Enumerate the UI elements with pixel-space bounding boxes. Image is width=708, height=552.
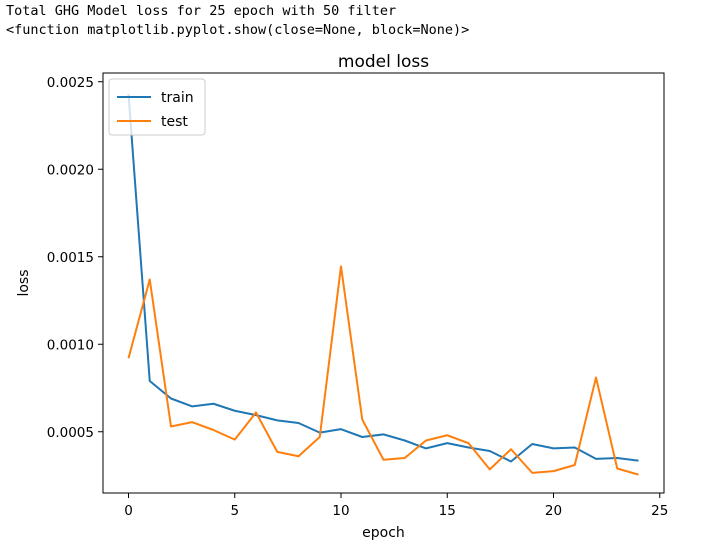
legend: train test [108, 78, 206, 136]
y-axis-ticks: 0.0005 0.0010 0.0015 0.0020 0.0025 [47, 75, 103, 441]
series-line-test [127, 265, 639, 476]
axes-frame [102, 72, 665, 494]
chart-title: model loss [338, 52, 429, 72]
series-line-train [127, 93, 639, 463]
y-tick-label: 0.0010 [47, 337, 94, 353]
y-tick-label: 0.0020 [47, 162, 94, 178]
y-tick-label: 0.0025 [47, 75, 94, 91]
y-tick-label: 0.0005 [47, 425, 94, 441]
legend-box [108, 78, 206, 136]
x-tick-label: 5 [230, 503, 239, 519]
x-tick-label: 10 [332, 503, 349, 519]
console-return-value-line: <function matplotlib.pyplot.show(close=N… [6, 22, 470, 38]
y-tick-label: 0.0015 [47, 250, 94, 266]
x-axis-ticks: 0 5 10 15 20 25 [124, 493, 668, 519]
x-tick-label: 15 [439, 503, 456, 519]
y-axis-label: loss [16, 269, 32, 296]
legend-label-train: train [161, 90, 194, 106]
x-tick-label: 25 [651, 503, 668, 519]
series-lines [127, 93, 639, 476]
legend-label-test: test [161, 114, 188, 130]
x-tick-label: 20 [545, 503, 562, 519]
x-tick-label: 0 [124, 503, 133, 519]
x-axis-label: epoch [362, 525, 405, 541]
console-output-line: Total GHG Model loss for 25 epoch with 5… [6, 3, 397, 19]
